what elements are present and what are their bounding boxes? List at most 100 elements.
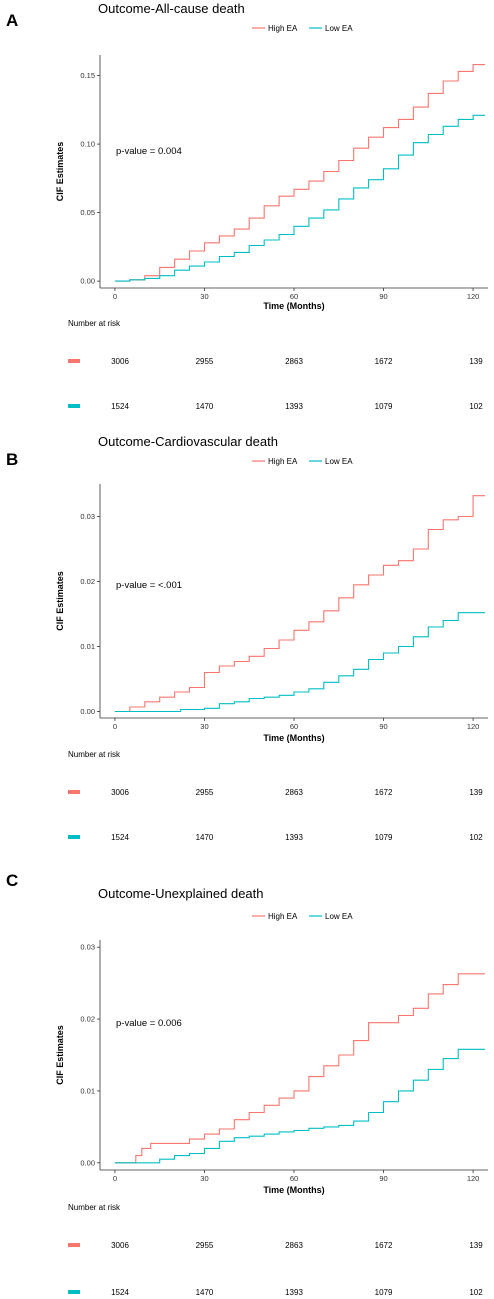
x-tick-label: 90 xyxy=(379,1174,387,1183)
y-tick-label: 0.02 xyxy=(80,1015,95,1024)
legend-label-low: Low EA xyxy=(325,457,353,466)
legend-label-high: High EA xyxy=(268,912,298,921)
y-tick-label: 0.02 xyxy=(80,577,95,586)
y-tick-label: 0.05 xyxy=(80,208,95,217)
y-axis-label: CIF Estimates xyxy=(55,571,65,631)
chart-title: Outcome-All-cause death xyxy=(98,1,245,16)
chart-title: Outcome-Unexplained death xyxy=(98,886,264,901)
y-tick-label: 0.00 xyxy=(80,277,95,286)
series-line-low-ea xyxy=(114,114,485,282)
risk-count: 2863 xyxy=(285,357,303,366)
x-tick-label: 60 xyxy=(290,722,298,731)
series-line-low-ea xyxy=(114,612,485,713)
risk-count: 2955 xyxy=(196,788,214,797)
y-tick-label: 0.01 xyxy=(80,1086,95,1095)
panel-c: C Outcome-Unexplained death High EA Low EA 0… xyxy=(6,871,488,1297)
risk-count: 1393 xyxy=(285,402,303,411)
risk-row-key-low xyxy=(68,404,80,408)
risk-count: 1524 xyxy=(111,402,129,411)
y-axis-label: CIF Estimates xyxy=(55,1025,65,1085)
x-tick-label: 60 xyxy=(290,292,298,301)
x-tick-label: 90 xyxy=(379,722,387,731)
x-tick-label: 0 xyxy=(113,1174,117,1183)
x-axis-label: Time (Months) xyxy=(263,1185,324,1195)
y-tick-label: 0.10 xyxy=(80,140,95,149)
x-axis-label: Time (Months) xyxy=(263,733,324,743)
p-value-annotation: p-value = 0.006 xyxy=(116,1018,182,1029)
risk-table-title: Number at risk xyxy=(68,1203,121,1212)
y-tick-label: 0.15 xyxy=(80,71,95,80)
risk-row-key-high xyxy=(68,1243,80,1247)
legend: High EA Low EA xyxy=(252,912,353,921)
risk-count: 2863 xyxy=(285,1241,303,1250)
risk-count: 1672 xyxy=(375,357,393,366)
risk-count: 1393 xyxy=(285,833,303,842)
risk-count: 1672 xyxy=(375,788,393,797)
risk-count: 139 xyxy=(469,1241,483,1250)
risk-count: 102 xyxy=(469,402,483,411)
risk-count: 1470 xyxy=(196,1288,214,1297)
y-axis-label: CIF Estimates xyxy=(55,142,65,202)
legend-label-low: Low EA xyxy=(325,24,353,33)
panel-a: A Outcome-All-cause death High EA Low EA 0.0… xyxy=(6,1,488,411)
legend-label-high: High EA xyxy=(268,24,298,33)
risk-row-key-high xyxy=(68,790,80,794)
x-tick-label: 60 xyxy=(290,1174,298,1183)
risk-table-title: Number at risk xyxy=(68,750,121,759)
chart-title: Outcome-Cardiovascular death xyxy=(98,434,278,449)
risk-row-key-high xyxy=(68,359,80,363)
risk-count: 1079 xyxy=(375,833,393,842)
series-line-high-ea xyxy=(114,64,485,282)
panel-b: B Outcome-Cardiovascular death High EA Low … xyxy=(6,434,488,842)
risk-count: 1524 xyxy=(111,833,129,842)
risk-count: 139 xyxy=(469,788,483,797)
panel-letter: A xyxy=(6,11,18,30)
y-tick-label: 0.03 xyxy=(80,943,95,952)
risk-count: 3006 xyxy=(111,788,129,797)
legend: High EA Low EA xyxy=(252,457,353,466)
risk-count: 2955 xyxy=(196,1241,214,1250)
x-tick-label: 0 xyxy=(113,722,117,731)
p-value-annotation: p-value = <.001 xyxy=(116,580,182,591)
x-tick-label: 90 xyxy=(379,292,387,301)
risk-count: 1524 xyxy=(111,1288,129,1297)
legend-label-high: High EA xyxy=(268,457,298,466)
series-line-high-ea xyxy=(114,495,485,713)
legend-label-low: Low EA xyxy=(325,912,353,921)
risk-count: 3006 xyxy=(111,357,129,366)
y-tick-label: 0.01 xyxy=(80,642,95,651)
x-tick-label: 30 xyxy=(200,722,208,731)
risk-count: 1672 xyxy=(375,1241,393,1250)
risk-table-title: Number at risk xyxy=(68,319,121,328)
risk-count: 1470 xyxy=(196,833,214,842)
x-tick-label: 30 xyxy=(200,292,208,301)
risk-count: 139 xyxy=(469,357,483,366)
x-tick-label: 120 xyxy=(467,1174,480,1183)
risk-row-key-low xyxy=(68,1290,80,1294)
risk-count: 1079 xyxy=(375,1288,393,1297)
risk-count: 2863 xyxy=(285,788,303,797)
y-tick-label: 0.00 xyxy=(80,1158,95,1167)
risk-row-key-low xyxy=(68,835,80,839)
risk-count: 2955 xyxy=(196,357,214,366)
x-tick-label: 30 xyxy=(200,1174,208,1183)
risk-count: 102 xyxy=(469,1288,483,1297)
risk-count: 1393 xyxy=(285,1288,303,1297)
risk-count: 1079 xyxy=(375,402,393,411)
risk-count: 102 xyxy=(469,833,483,842)
risk-count: 3006 xyxy=(111,1241,129,1250)
risk-count: 1470 xyxy=(196,402,214,411)
y-tick-label: 0.00 xyxy=(80,707,95,716)
series-line-low-ea xyxy=(114,1048,485,1164)
x-tick-label: 0 xyxy=(113,292,117,301)
legend: High EA Low EA xyxy=(252,24,353,33)
x-tick-label: 120 xyxy=(467,722,480,731)
panel-letter: B xyxy=(6,450,18,469)
series-line-high-ea xyxy=(114,973,485,1164)
x-axis-label: Time (Months) xyxy=(263,301,324,311)
y-tick-label: 0.03 xyxy=(80,512,95,521)
panel-letter: C xyxy=(6,871,18,890)
x-tick-label: 120 xyxy=(467,292,480,301)
p-value-annotation: p-value = 0.004 xyxy=(116,146,182,157)
